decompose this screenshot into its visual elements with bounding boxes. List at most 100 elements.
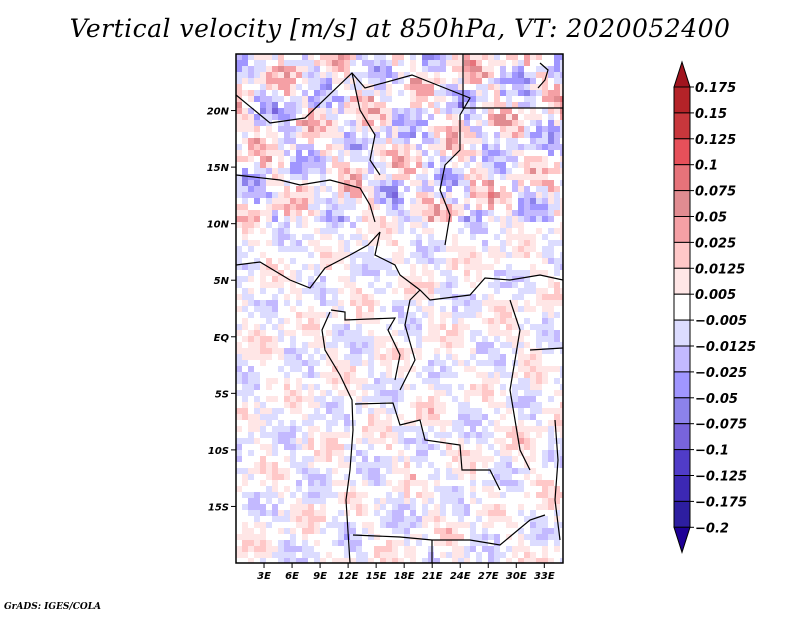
field-cell: [500, 390, 507, 397]
field-cell: [392, 282, 399, 289]
field-cell: [344, 240, 351, 247]
field-cell: [332, 192, 339, 199]
field-cell: [560, 54, 563, 61]
field-cell: [326, 114, 333, 121]
field-cell: [422, 552, 429, 559]
field-cell: [332, 480, 339, 487]
field-cell: [530, 132, 537, 139]
field-cell: [254, 330, 261, 337]
field-cell: [404, 354, 411, 361]
field-cell: [464, 270, 471, 277]
field-cell: [392, 96, 399, 103]
field-cell: [416, 408, 423, 415]
field-cell: [362, 348, 369, 355]
field-cell: [440, 174, 447, 181]
field-cell: [488, 78, 495, 85]
field-cell: [482, 528, 489, 535]
field-cell: [416, 258, 423, 265]
field-cell: [248, 270, 255, 277]
field-cell: [542, 288, 549, 295]
field-cell: [560, 360, 563, 367]
field-cell: [530, 120, 537, 127]
field-cell: [254, 552, 261, 559]
field-cell: [470, 546, 477, 553]
field-cell: [524, 102, 531, 109]
field-cell: [512, 258, 519, 265]
field-cell: [356, 432, 363, 439]
y-tick-label: 5N: [214, 276, 230, 287]
field-cell: [398, 276, 405, 283]
field-cell: [296, 132, 303, 139]
field-cell: [248, 516, 255, 523]
field-cell: [314, 120, 321, 127]
field-cell: [416, 84, 423, 91]
field-cell: [326, 192, 333, 199]
field-cell: [542, 60, 549, 67]
field-cell: [500, 174, 507, 181]
field-cell: [452, 438, 459, 445]
field-cell: [344, 402, 351, 409]
field-cell: [542, 216, 549, 223]
field-cell: [326, 360, 333, 367]
field-cell: [338, 288, 345, 295]
field-cell: [266, 540, 273, 547]
field-cell: [482, 504, 489, 511]
x-tick-label: 21E: [422, 571, 443, 582]
field-cell: [248, 474, 255, 481]
field-cell: [260, 366, 267, 373]
field-cell: [518, 300, 525, 307]
field-cell: [296, 276, 303, 283]
field-cell: [530, 432, 537, 439]
field-cell: [452, 288, 459, 295]
field-cell: [386, 66, 393, 73]
field-cell: [500, 504, 507, 511]
field-cell: [362, 486, 369, 493]
field-cell: [338, 258, 345, 265]
field-cell: [338, 318, 345, 325]
field-cell: [536, 138, 543, 145]
field-cell: [344, 294, 351, 301]
field-cell: [278, 300, 285, 307]
field-cell: [494, 516, 501, 523]
field-cell: [284, 474, 291, 481]
field-cell: [482, 54, 489, 61]
field-cell: [398, 408, 405, 415]
field-cell: [368, 390, 375, 397]
field-cell: [368, 252, 375, 259]
field-cell: [470, 156, 477, 163]
field-cell: [500, 468, 507, 475]
field-cell: [326, 504, 333, 511]
field-cell: [248, 510, 255, 517]
field-cell: [308, 216, 315, 223]
field-cell: [494, 540, 501, 547]
field-cell: [374, 438, 381, 445]
field-cell: [542, 432, 549, 439]
field-cell: [410, 330, 417, 337]
field-cell: [356, 366, 363, 373]
field-cell: [458, 312, 465, 319]
field-cell: [422, 504, 429, 511]
field-cell: [506, 222, 513, 229]
field-cell: [278, 444, 285, 451]
field-cell: [380, 390, 387, 397]
field-cell: [386, 54, 393, 61]
field-cell: [434, 528, 441, 535]
field-cell: [440, 444, 447, 451]
field-cell: [260, 132, 267, 139]
field-cell: [548, 474, 555, 481]
colorbar-label: −0.0125: [695, 340, 756, 355]
field-cell: [476, 132, 483, 139]
field-cell: [428, 378, 435, 385]
field-cell: [254, 420, 261, 427]
field-cell: [404, 306, 411, 313]
field-cell: [338, 546, 345, 553]
field-cell: [368, 414, 375, 421]
field-cell: [452, 222, 459, 229]
colorbar-label: −0.175: [695, 495, 747, 510]
field-cell: [488, 288, 495, 295]
field-cell: [422, 468, 429, 475]
field-cell: [338, 162, 345, 169]
field-cell: [512, 336, 519, 343]
field-cell: [518, 366, 525, 373]
field-cell: [266, 450, 273, 457]
